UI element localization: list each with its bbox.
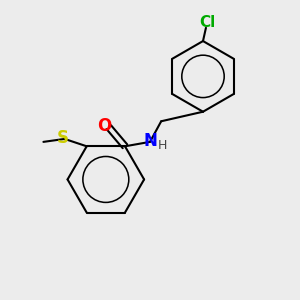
Text: O: O <box>97 117 111 135</box>
Text: Cl: Cl <box>199 15 215 30</box>
Text: H: H <box>158 139 167 152</box>
Text: S: S <box>57 129 69 147</box>
Text: N: N <box>144 132 158 150</box>
